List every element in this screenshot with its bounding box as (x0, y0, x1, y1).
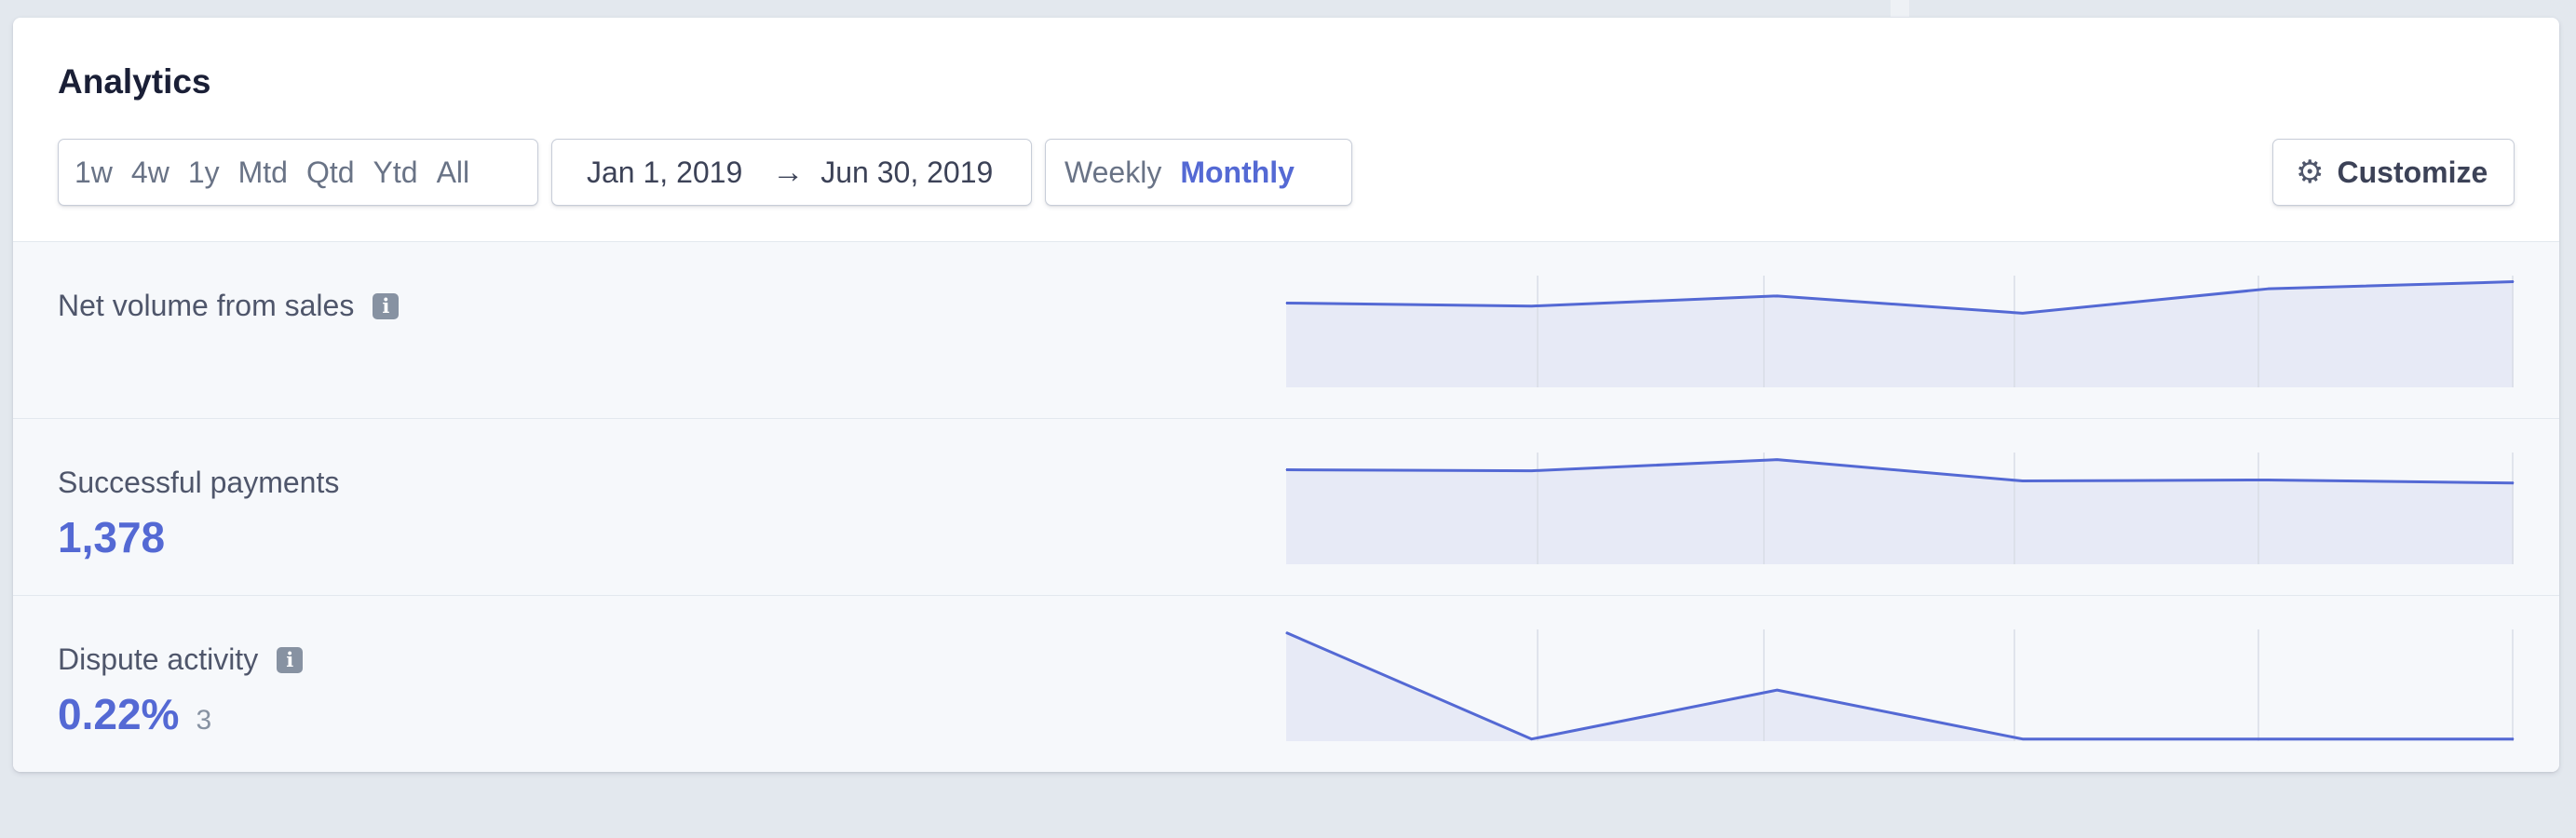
range-selector: 1w 4w 1y Mtd Qtd Ytd All (58, 139, 538, 206)
chart-point (1531, 305, 1533, 307)
metric-value-text: 0.22% (58, 690, 180, 738)
chart-area (1286, 281, 2514, 387)
range-1w[interactable]: 1w (75, 155, 113, 189)
range-qtd[interactable]: Qtd (305, 155, 355, 189)
chart-point (1531, 470, 1533, 472)
metric-value: 1,378 (58, 512, 165, 562)
period-weekly[interactable]: Weekly (1064, 155, 1162, 189)
range-ytd[interactable]: Ytd (373, 155, 418, 189)
chart-area (1286, 632, 2514, 741)
chart-point (1531, 738, 1533, 740)
background-strip (0, 0, 2576, 17)
range-all[interactable]: All (436, 155, 470, 189)
metric-label-text: Successful payments (58, 466, 340, 499)
chart-point (1776, 689, 1778, 691)
chart-line (1285, 280, 2515, 315)
info-icon[interactable]: i (277, 646, 304, 673)
background-divider (1891, 0, 1909, 17)
range-1y[interactable]: 1y (187, 155, 220, 189)
metric-label: Net volume from sales i (58, 289, 400, 323)
customize-button[interactable]: ⚙ Customize (2272, 139, 2515, 206)
metric-label: Successful payments (58, 466, 339, 500)
metric-label-text: Dispute activity (58, 642, 259, 676)
chart-point (2022, 480, 2024, 482)
chart-point (2267, 738, 2269, 740)
chart-point (1776, 295, 1778, 297)
dispute-activity-chart (1285, 629, 2515, 741)
range-mtd[interactable]: Mtd (237, 155, 288, 189)
metric-label: Dispute activity i (58, 642, 304, 677)
gear-icon: ⚙ (2296, 155, 2325, 190)
chart-point (2022, 738, 2024, 740)
successful-payments-chart (1285, 453, 2515, 564)
period-monthly[interactable]: Monthly (1180, 155, 1295, 189)
period-toggle: Weekly Monthly (1045, 139, 1352, 206)
analytics-card: Analytics 1w 4w 1y Mtd Qtd Ytd All Jan 1… (13, 18, 2559, 772)
metric-value: 0.22% 3 (58, 689, 211, 739)
date-range-button[interactable]: Jan 1, 2019 → Jun 30, 2019 (551, 139, 1032, 206)
metric-value-text: 1,378 (58, 513, 166, 561)
chart-point (2267, 288, 2269, 290)
range-4w[interactable]: 4w (130, 155, 169, 189)
chart-point (2513, 738, 2515, 740)
dispute-count: 3 (196, 705, 212, 736)
chart-point (2513, 281, 2515, 283)
chart-point (1776, 459, 1778, 461)
chart-area (1286, 459, 2514, 564)
chart-point (2022, 312, 2024, 314)
metric-row-successful-payments[interactable]: Successful payments 1,378 (13, 418, 2559, 595)
metric-row-dispute-activity[interactable]: Dispute activity i 0.22% 3 (13, 595, 2559, 772)
chart-point (1285, 302, 1287, 304)
chart-line (1285, 458, 2515, 485)
chart-line (1285, 631, 2514, 741)
info-icon[interactable]: i (373, 292, 400, 319)
metrics-list: Net volume from sales i Successful payme… (13, 241, 2559, 772)
chart-point (2513, 482, 2515, 484)
metric-label-text: Net volume from sales (58, 289, 355, 322)
chart-point (1285, 631, 1287, 633)
metric-row-net-volume[interactable]: Net volume from sales i (13, 241, 2559, 418)
page-title: Analytics (58, 62, 211, 101)
net-volume-chart (1285, 276, 2515, 387)
date-end: Jun 30, 2019 (820, 155, 994, 189)
chart-point (1285, 469, 1287, 471)
date-start: Jan 1, 2019 (587, 155, 743, 189)
arrow-right-icon: → (772, 154, 805, 190)
customize-label: Customize (2337, 155, 2488, 189)
